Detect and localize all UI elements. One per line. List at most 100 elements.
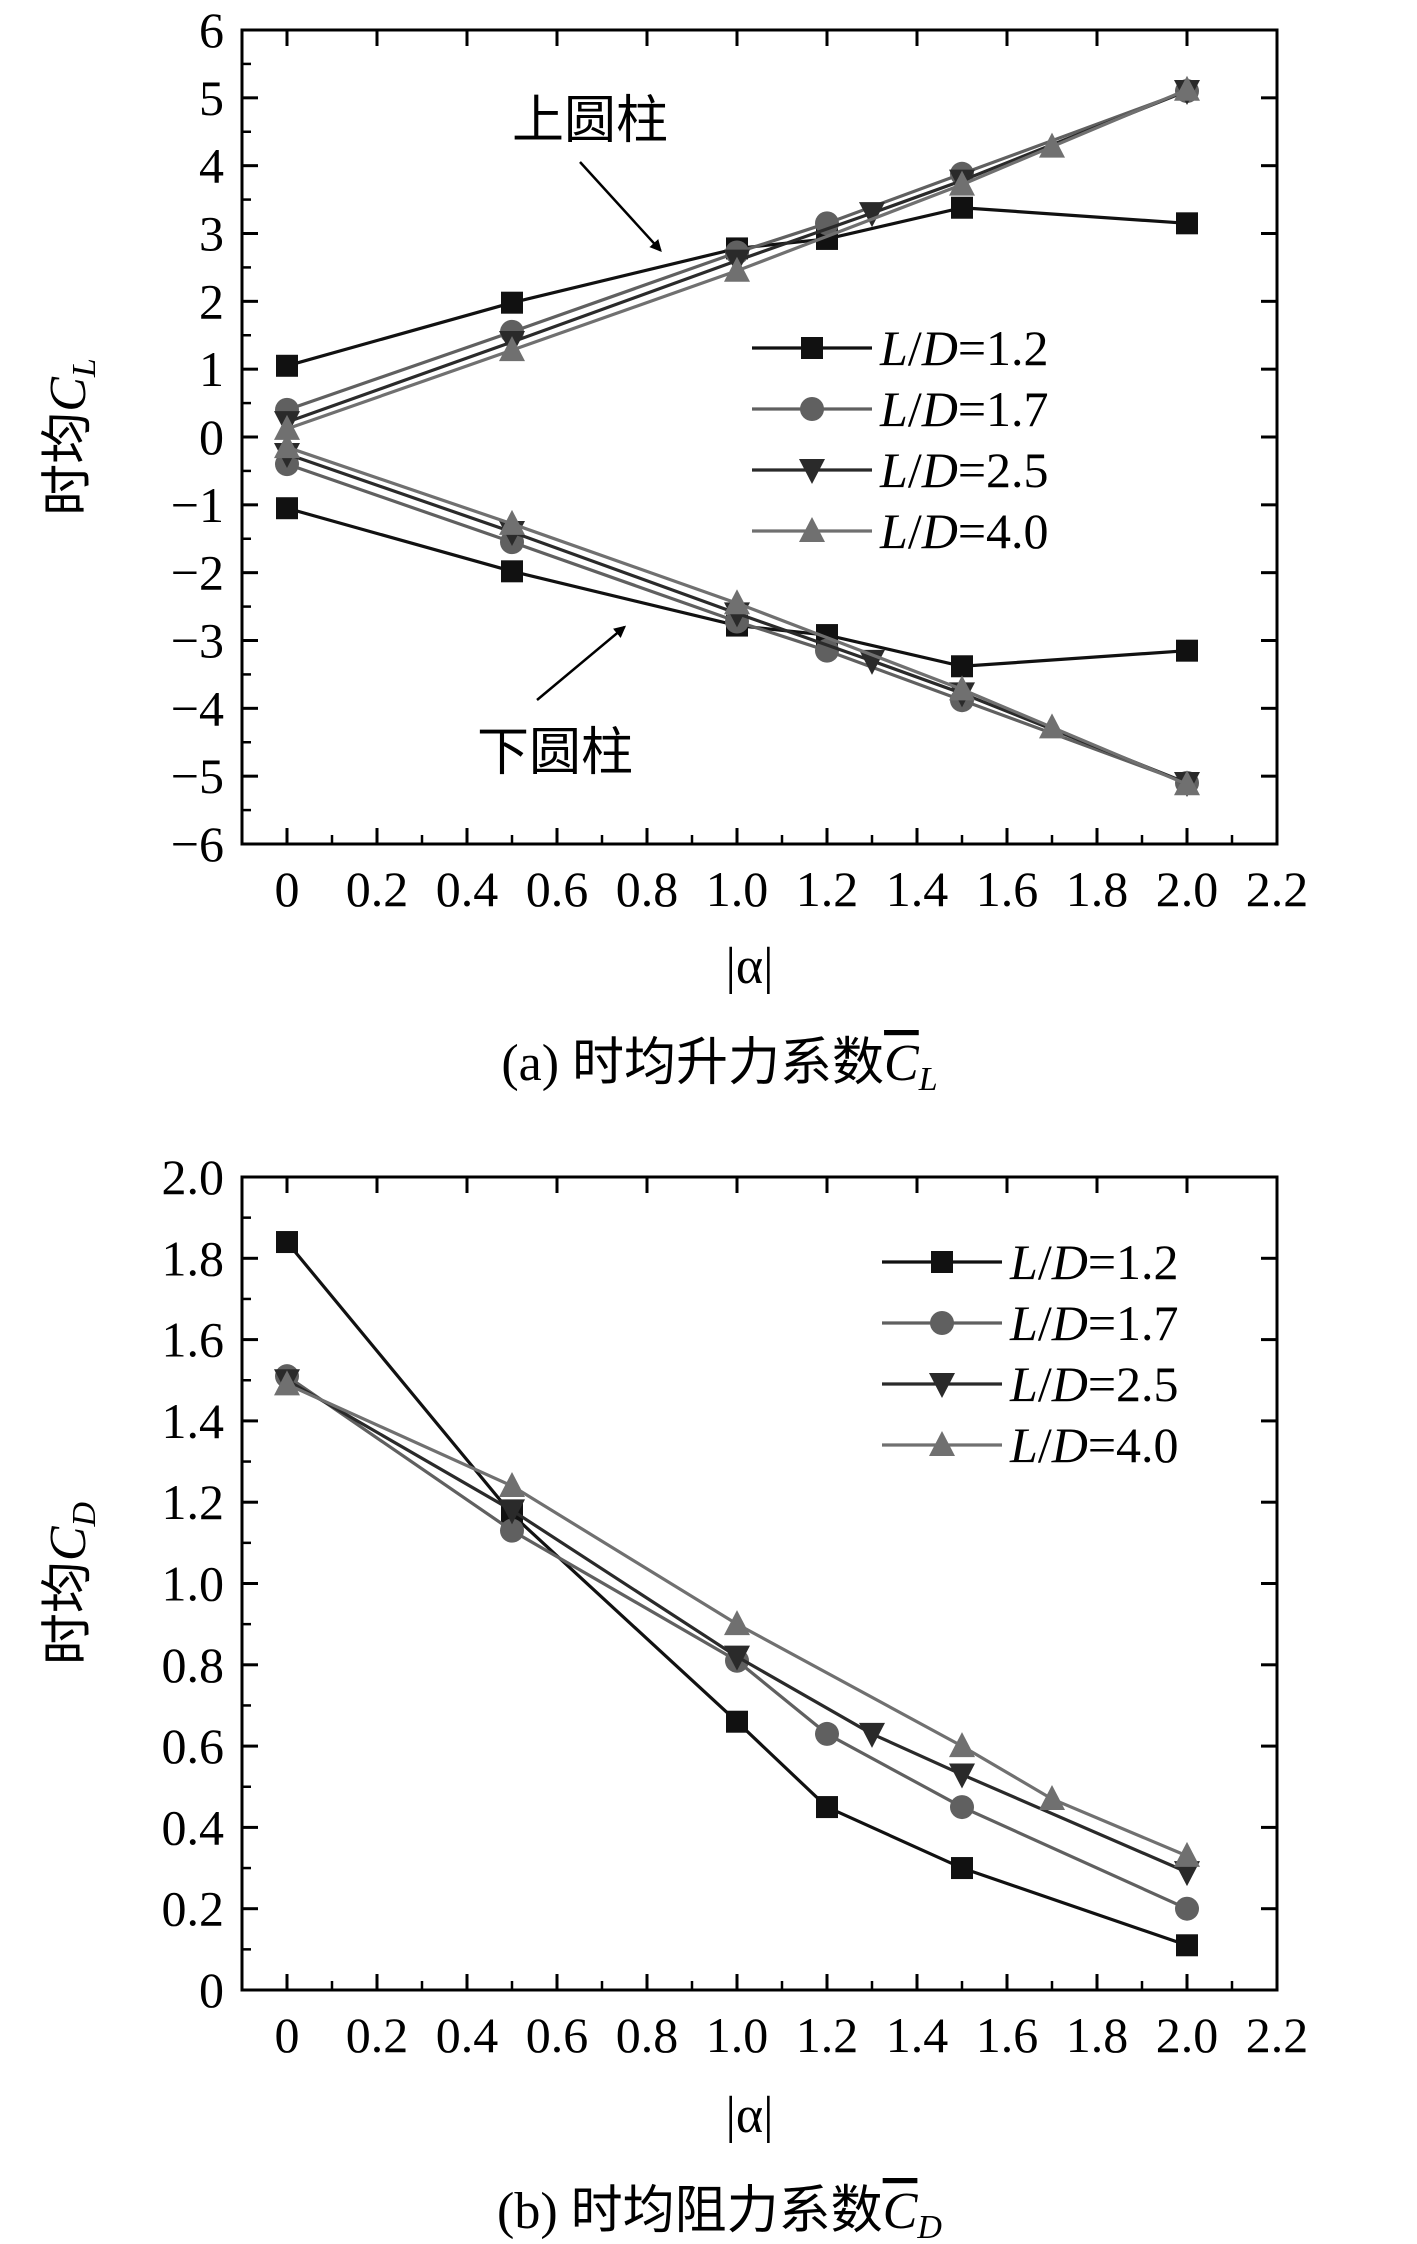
data-point [501, 560, 523, 583]
data-point [815, 638, 839, 663]
data-point [1175, 1896, 1199, 1921]
annotation-0: 上圆柱 [512, 93, 668, 252]
data-point [949, 1763, 975, 1789]
series-l-d-4-0 [274, 1370, 1200, 1867]
data-point [949, 170, 975, 196]
y-tick-label: −4 [171, 680, 224, 736]
annotation-text: 上圆柱 [512, 93, 668, 150]
legend-entry-l-d-1-7: L/D=1.7 [882, 1295, 1179, 1351]
y-tick-label: −2 [171, 545, 224, 601]
y-tick-label: 0.4 [162, 1799, 225, 1855]
series-line [286, 206, 1188, 368]
series-line [286, 89, 1188, 412]
lift-coefficient-chart: 0 0.2 0.4 0.6 0.8 1.0 1.2 1.4 1.6 1.8 2.0 2.2 −6 −5 −4… [40, 2, 1308, 1098]
plot-frame [240, 28, 1279, 846]
data-point [499, 509, 525, 535]
legend-marker [801, 337, 823, 359]
x-tick-label: 0.2 [346, 861, 409, 917]
x-tick-label: 0.4 [436, 2007, 499, 2063]
data-point [499, 1471, 525, 1497]
y-tick-label: 0 [199, 409, 224, 465]
legend-entry-l-d-4-0: L/D=4.0 [752, 503, 1049, 559]
data-point [949, 1732, 975, 1758]
y-tick-label: 0.2 [162, 1881, 225, 1937]
data-point [276, 497, 298, 520]
y-tick-label: 4 [199, 138, 224, 194]
x-tick-label: 0.8 [616, 2007, 679, 2063]
series-line [286, 88, 1188, 431]
annotation-1: 下圆柱 [477, 625, 633, 782]
x-tick-label: 0.4 [436, 861, 499, 917]
legend-label: L/D=1.7 [1009, 1295, 1179, 1351]
y-tick-label: −5 [171, 748, 224, 804]
data-point [859, 1722, 885, 1748]
data-point [950, 1795, 974, 1820]
x-tick-label: 0 [275, 2007, 300, 2063]
legend-marker [929, 1431, 955, 1456]
data-point [1176, 212, 1198, 235]
legend-marker [799, 459, 825, 484]
series-line [286, 445, 1188, 786]
legend-label: L/D=1.2 [1009, 1234, 1179, 1290]
data-point [501, 291, 523, 314]
x-tick-label: 1.6 [976, 2007, 1039, 2063]
legend-marker [800, 397, 824, 421]
y-tick-label: 1.6 [162, 1312, 225, 1368]
legend-label: L/D=1.7 [879, 381, 1049, 437]
legend-marker [930, 1311, 954, 1335]
data-point [276, 1231, 298, 1254]
legend-entry-l-d-2-5: L/D=2.5 [882, 1356, 1179, 1412]
figure-caption: (b) 时均阻力系数CD [497, 2183, 942, 2244]
series-line [286, 89, 1188, 424]
data-point [274, 414, 300, 440]
y-tick-label: 2 [199, 273, 224, 329]
data-point [724, 1610, 750, 1636]
y-tick-label: 1.2 [162, 1474, 225, 1530]
legend-marker [931, 1251, 953, 1273]
drag-coefficient-chart: 0 0.2 0.4 0.6 0.8 1.0 1.2 1.4 1.6 1.8 2.0 2.2 0 0.2 0.… [40, 1149, 1308, 2244]
x-tick-label: 1.4 [886, 2007, 949, 2063]
legend-label: L/D=1.2 [879, 320, 1049, 376]
data-point [724, 256, 750, 282]
y-tick-label: −1 [171, 477, 224, 533]
data-point [499, 1499, 525, 1525]
data-point [951, 1857, 973, 1880]
x-tick-label: 1.6 [976, 861, 1039, 917]
y-tick-label: 0 [199, 1962, 224, 2018]
y-tick-label: 5 [199, 70, 224, 126]
x-tick-label: 1.4 [886, 861, 949, 917]
data-point [1174, 770, 1200, 796]
annotation-arrow [579, 161, 662, 252]
y-tick-label: 1.8 [162, 1230, 225, 1286]
data-point [274, 433, 300, 459]
data-point [724, 589, 750, 615]
series-line [286, 452, 1188, 785]
legend-marker [799, 517, 825, 542]
x-tick-label: 2.0 [1156, 2007, 1219, 2063]
x-tick-label: 2.2 [1246, 2007, 1309, 2063]
y-axis-title: 时均CD [40, 1501, 103, 1665]
series-l-d-4-0-lower [274, 433, 1200, 796]
y-tick-label: 2.0 [162, 1149, 225, 1205]
data-point [726, 1710, 748, 1733]
y-tick-label: 3 [199, 206, 224, 262]
y-tick-label: −3 [171, 613, 224, 669]
data-point [724, 1645, 750, 1671]
x-tick-label: 1.8 [1066, 861, 1129, 917]
data-point [951, 196, 973, 219]
x-tick-label: 1.2 [796, 861, 859, 917]
y-tick-label: 1.4 [162, 1393, 225, 1449]
data-point [274, 1370, 300, 1396]
data-point [951, 655, 973, 678]
legend-label: L/D=4.0 [1009, 1417, 1179, 1473]
x-tick-label: 1.0 [706, 2007, 769, 2063]
x-tick-label: 2.2 [1246, 861, 1309, 917]
legend-label: L/D=2.5 [879, 442, 1049, 498]
series-line [286, 1382, 1188, 1858]
data-point [815, 211, 839, 236]
data-point [500, 1518, 524, 1543]
data-point [499, 336, 525, 362]
y-tick-label: 0.8 [162, 1637, 225, 1693]
series-line [286, 1378, 1188, 1874]
